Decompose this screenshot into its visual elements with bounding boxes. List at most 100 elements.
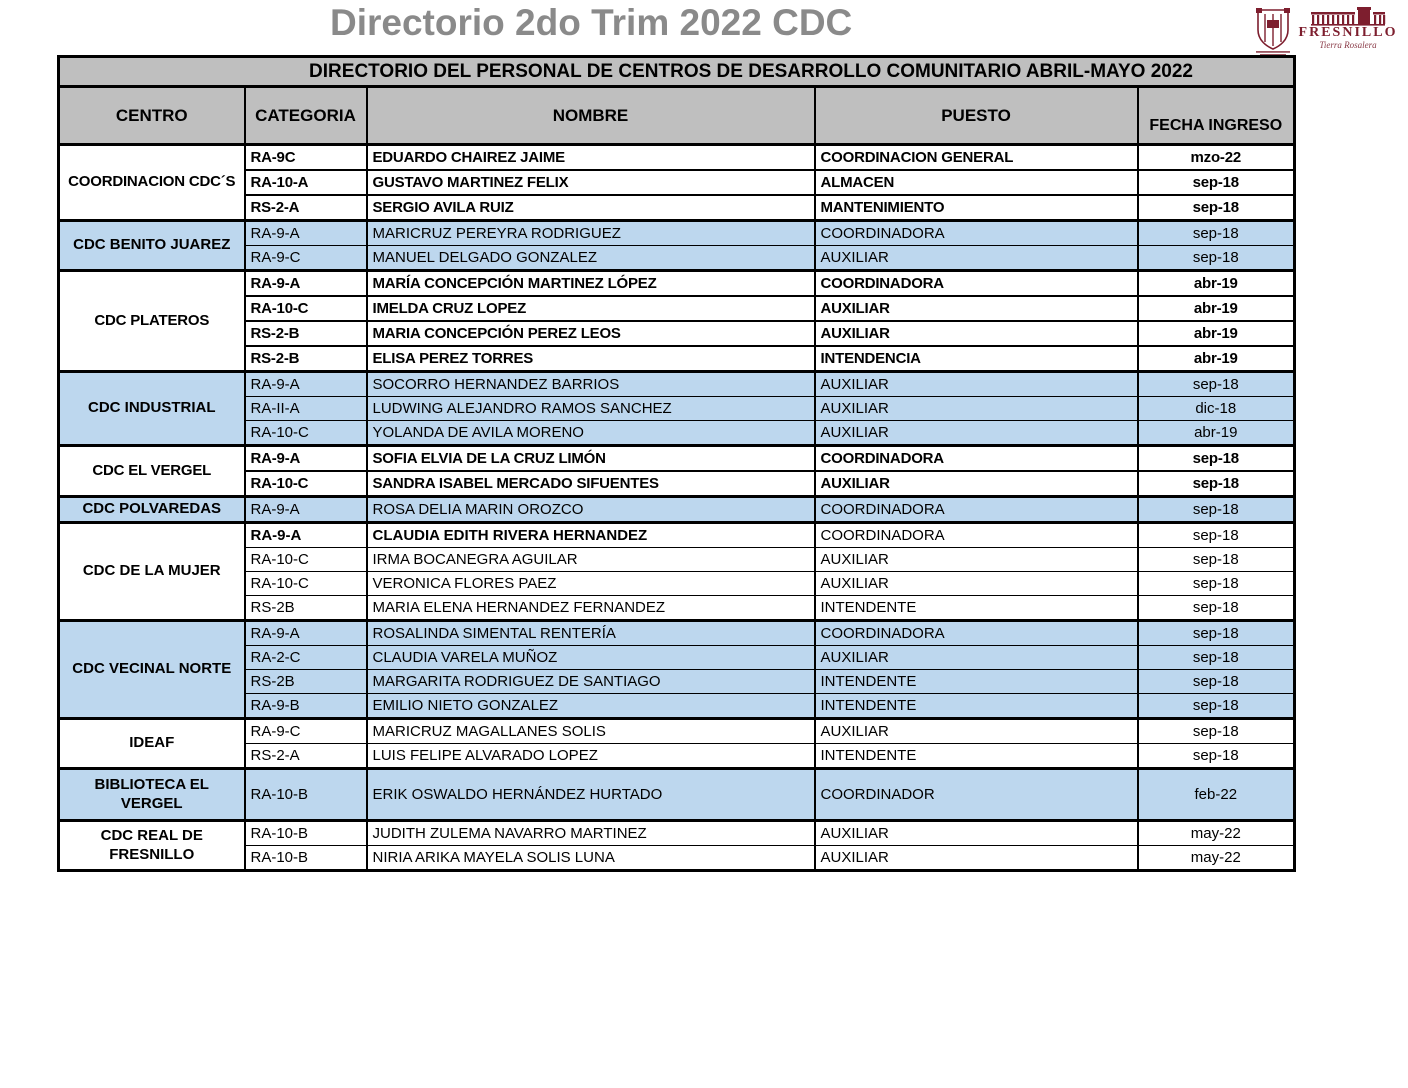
fecha-cell: sep-18 [1136, 444, 1296, 472]
categoria-cell: RA-10-C [243, 470, 368, 498]
fecha-cell: may-22 [1136, 819, 1296, 846]
fecha-cell: sep-18 [1136, 571, 1296, 596]
categoria-cell: RA-10-B [243, 767, 368, 821]
nombre-cell: YOLANDA DE AVILA MORENO [365, 420, 816, 446]
fresnillo-building-icon [1311, 7, 1386, 26]
centro-cell: CDC INDUSTRIAL [57, 370, 246, 446]
fecha-cell: sep-18 [1136, 547, 1296, 572]
table-row: COORDINACION CDC´S RA-9C EDUARDO CHAIREZ J… [57, 143, 1296, 222]
crest-logo-icon [1256, 8, 1290, 56]
centro-cell: CDC POLVAREDAS [57, 495, 246, 523]
banner-row: DIRECTORIO DEL PERSONAL DE CENTROS DE DE… [57, 55, 1296, 88]
puesto-cell: COORDINADORA [813, 444, 1139, 472]
table-row: CDC POLVAREDAS RA-9-A ROSA DELIA MARIN ORO… [57, 495, 1296, 523]
categoria-cell: RA-9-C [243, 717, 368, 744]
nombre-cell: IRMA BOCANEGRA AGUILAR [365, 547, 816, 572]
table-row: RA-9-C MANUEL DELGADO GONZALEZ AUXILIAR sep… [59, 245, 1296, 271]
puesto-cell: AUXILIAR [813, 470, 1139, 498]
puesto-cell: AUXILIAR [813, 645, 1139, 670]
centro-cell: CDC REAL DE FRESNILLO [57, 819, 246, 871]
column-header-row: CENTRO CATEGORIA NOMBRE PUESTO FECHA INGRESO [57, 85, 1296, 146]
nombre-cell: GUSTAVO MARTINEZ FELIX [365, 169, 816, 196]
puesto-cell: INTENDENTE [813, 693, 1139, 719]
puesto-cell: COORDINADOR [813, 767, 1139, 821]
table-row: RS-2B MARIA ELENA HERNANDEZ FERNANDEZ INTE… [59, 595, 1296, 621]
table-row: RA-10-C SANDRA ISABEL MERCADO SIFUENTES AU… [59, 470, 1296, 498]
table-row: BIBLIOTECA EL VERGEL RA-10-B ERIK OSWALDO … [57, 767, 1296, 821]
puesto-cell: INTENDENCIA [813, 345, 1139, 373]
nombre-cell: SOFIA ELVIA DE LA CRUZ LIMÓN [365, 444, 816, 472]
nombre-cell: SERGIO AVILA RUIZ [365, 194, 816, 222]
fecha-cell: mzo-22 [1136, 143, 1296, 171]
centro-cell: BIBLIOTECA EL VERGEL [57, 767, 246, 821]
categoria-cell: RS-2-B [243, 345, 368, 373]
table-row: CDC VECINAL NORTE RA-9-A ROSALINDA SIMENTA… [57, 619, 1296, 719]
table-row: RS-2-B MARIA CONCEPCIÓN PEREZ LEOS AUXILIA… [59, 320, 1296, 347]
nombre-cell: MARIA CONCEPCIÓN PEREZ LEOS [365, 320, 816, 347]
nombre-cell: ROSA DELIA MARIN OROZCO [365, 495, 816, 523]
centro-cell: CDC BENITO JUAREZ [57, 219, 246, 271]
puesto-cell: COORDINACION GENERAL [813, 143, 1139, 171]
nombre-cell: MARGARITA RODRIGUEZ DE SANTIAGO [365, 669, 816, 694]
puesto-cell: AUXILIAR [813, 571, 1139, 596]
categoria-cell: RA-10-C [243, 295, 368, 322]
table-row: CDC DE LA MUJER RA-9-A CLAUDIA EDITH RIVER… [57, 521, 1296, 621]
fecha-cell: feb-22 [1136, 767, 1296, 821]
puesto-cell: INTENDENTE [813, 595, 1139, 621]
nombre-cell: MARÍA CONCEPCIÓN MARTINEZ LÓPEZ [365, 269, 816, 297]
fecha-cell: abr-19 [1136, 269, 1296, 297]
nombre-cell: CLAUDIA VARELA MUÑOZ [365, 645, 816, 670]
categoria-cell: RA-9-B [243, 693, 368, 719]
fecha-cell: abr-19 [1136, 420, 1296, 446]
categoria-cell: RA-9-A [243, 370, 368, 397]
table-row: RS-2-A LUIS FELIPE ALVARADO LOPEZ INTENDEN… [59, 743, 1296, 769]
table-row: RA-2-C CLAUDIA VARELA MUÑOZ AUXILIAR sep-18 [59, 645, 1296, 670]
table-row: RA-10-C IMELDA CRUZ LOPEZ AUXILIAR abr-19 [59, 295, 1296, 322]
categoria-cell: RA-9-A [243, 444, 368, 472]
fecha-cell: sep-18 [1136, 169, 1296, 196]
header-logos: FRESNILLO Tierra Rosalera [1252, 6, 1395, 56]
puesto-cell: INTENDENTE [813, 743, 1139, 769]
categoria-cell: RA-9C [243, 143, 368, 171]
fecha-cell: sep-18 [1136, 521, 1296, 548]
table-row: RA-10-C YOLANDA DE AVILA MORENO AUXILIAR ab… [59, 420, 1296, 446]
nombre-cell: VERONICA FLORES PAEZ [365, 571, 816, 596]
table-row: RS-2-B ELISA PEREZ TORRES INTENDENCIA abr-1… [59, 345, 1296, 373]
table-row: IDEAF RA-9-C MARICRUZ MAGALLANES SOLIS AUXI… [57, 717, 1296, 769]
fresnillo-wordmark: FRESNILLO [1298, 25, 1398, 40]
categoria-cell: RA-10-B [243, 819, 368, 846]
categoria-cell: RS-2-A [243, 194, 368, 222]
categoria-cell: RA-9-A [243, 619, 368, 646]
table-row: RA-10-B NIRIA ARIKA MAYELA SOLIS LUNA AUXI… [59, 845, 1296, 871]
centro-cell: IDEAF [57, 717, 246, 769]
nombre-cell: NIRIA ARIKA MAYELA SOLIS LUNA [365, 845, 816, 871]
puesto-cell: AUXILIAR [813, 370, 1139, 397]
fecha-cell: dic-18 [1136, 396, 1296, 421]
puesto-cell: AUXILIAR [813, 295, 1139, 322]
fecha-cell: sep-18 [1136, 245, 1296, 271]
puesto-cell: COORDINADORA [813, 269, 1139, 297]
categoria-cell: RS-2-A [243, 743, 368, 769]
nombre-cell: SANDRA ISABEL MERCADO SIFUENTES [365, 470, 816, 498]
nombre-cell: EMILIO NIETO GONZALEZ [365, 693, 816, 719]
nombre-cell: LUDWING ALEJANDRO RAMOS SANCHEZ [365, 396, 816, 421]
categoria-cell: RA-9-A [243, 219, 368, 246]
directory-table-container: DIRECTORIO DEL PERSONAL DE CENTROS DE DE… [57, 55, 1297, 872]
puesto-cell: AUXILIAR [813, 420, 1139, 446]
table-row: RA-II-A LUDWING ALEJANDRO RAMOS SANCHEZ AU… [59, 396, 1296, 421]
centro-cell: CDC DE LA MUJER [57, 521, 246, 621]
table-row: CDC INDUSTRIAL RA-9-A SOCORRO HERNANDEZ BA… [57, 370, 1296, 446]
nombre-cell: LUIS FELIPE ALVARADO LOPEZ [365, 743, 816, 769]
table-row: RA-9-B EMILIO NIETO GONZALEZ INTENDENTE sep… [59, 693, 1296, 719]
nombre-cell: MARICRUZ PEREYRA RODRIGUEZ [365, 219, 816, 246]
nombre-cell: ROSALINDA SIMENTAL RENTERÍA [365, 619, 816, 646]
categoria-cell: RS-2-B [243, 320, 368, 347]
column-header-centro: CENTRO [57, 85, 246, 146]
page-title: Directorio 2do Trim 2022 CDC [330, 2, 853, 43]
fecha-cell: abr-19 [1136, 345, 1296, 373]
table-row: RS-2B MARGARITA RODRIGUEZ DE SANTIAGO INTE… [59, 669, 1296, 694]
column-header-categoria: CATEGORIA [243, 85, 368, 146]
puesto-cell: AUXILIAR [813, 396, 1139, 421]
table-row: RS-2-A SERGIO AVILA RUIZ MANTENIMIENTO sep-… [59, 194, 1296, 222]
puesto-cell: AUXILIAR [813, 245, 1139, 271]
